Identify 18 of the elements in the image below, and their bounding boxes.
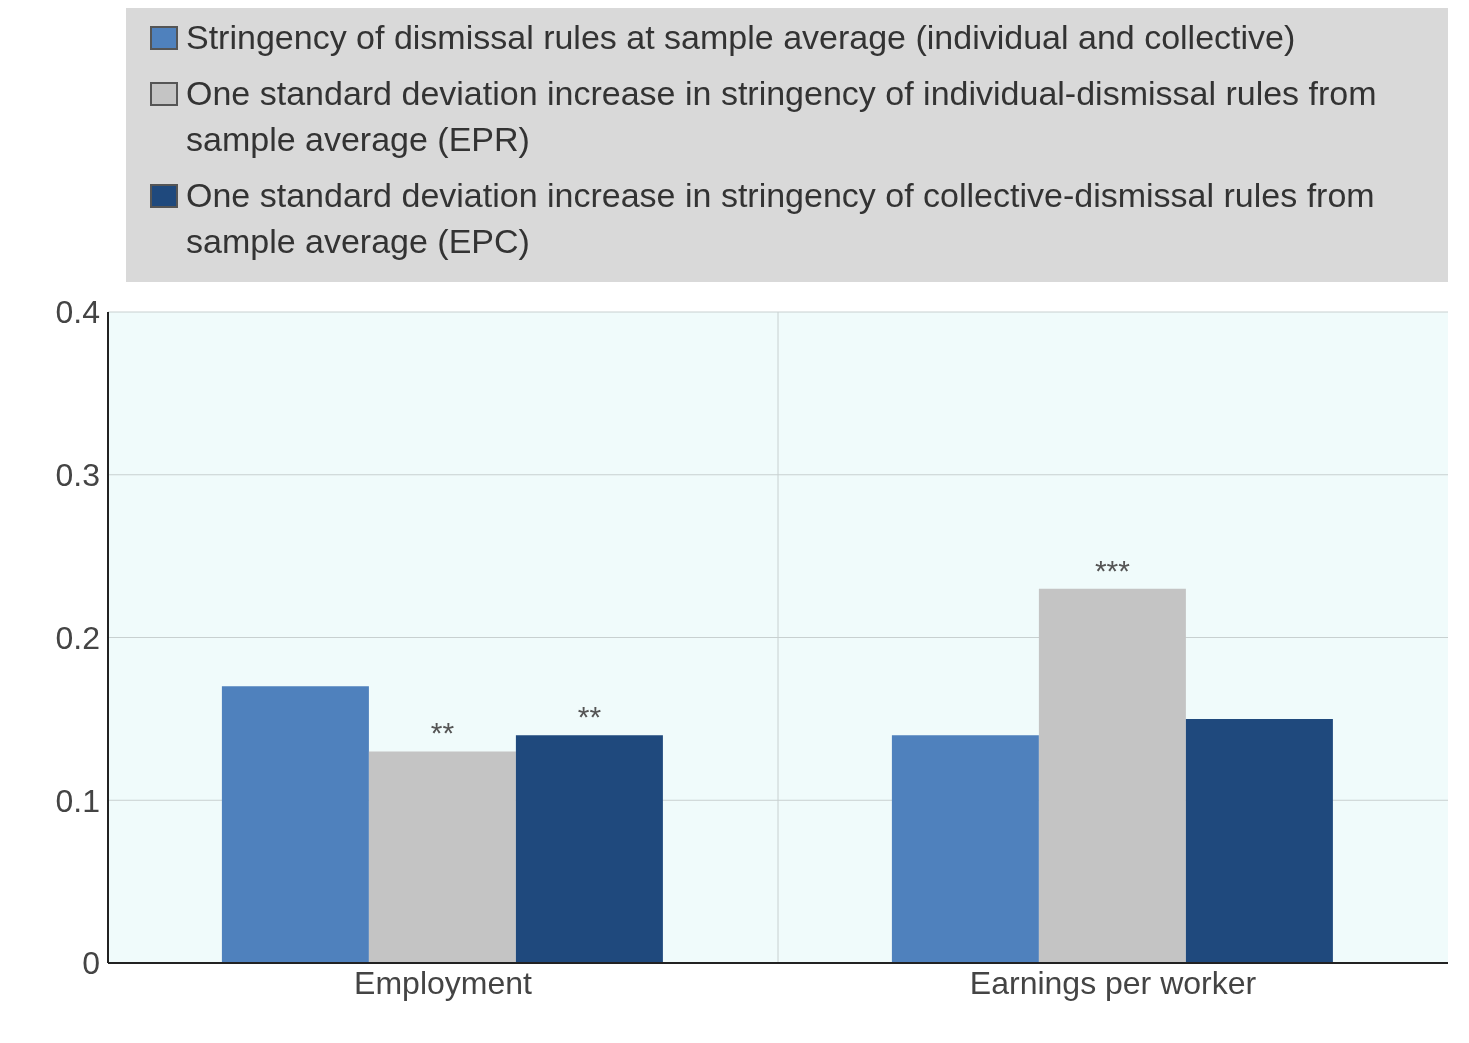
data-label: *** [1094,553,1131,587]
y-tick-label: 0.1 [55,782,100,819]
y-tick-label: 0.4 [55,294,100,331]
data-label: ** [430,716,455,750]
legend-label: One standard deviation increase in stringency of individual-dismissal rules from sample average (EPR) [186,73,1378,160]
bar [515,735,663,963]
legend-label: Stringency of dismissal rules at sample average (individual and collective) [186,17,1296,58]
data-label: ** [577,700,602,734]
bar [368,751,516,963]
bar [221,686,369,963]
y-tick-label: 0 [82,945,100,982]
bar [891,735,1039,963]
y-tick-label: 0.2 [55,619,100,656]
x-tick-label: Employment [354,964,533,1001]
y-tick-label: 0.3 [55,457,100,494]
x-tick-label: Earnings per worker [969,964,1257,1001]
bar [1185,718,1333,963]
legend-label: One standard deviation increase in stringency of collective-dismissal rules from sample average (EPC) [186,175,1376,262]
